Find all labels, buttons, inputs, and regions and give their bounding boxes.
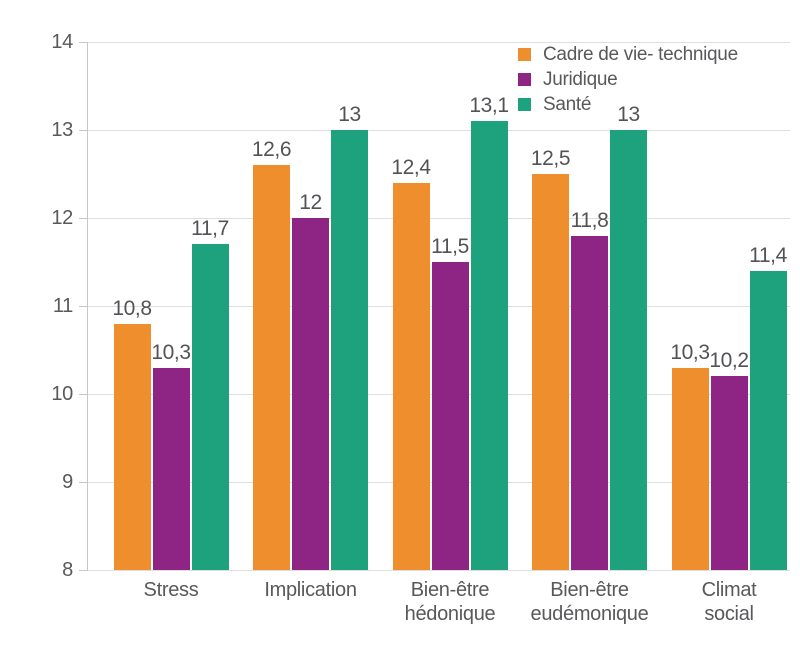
legend-swatch-icon [518,48,531,61]
bar-cadre-de-vie-technique-5 [671,368,709,570]
bar-slot: 12,4 [391,156,431,570]
bar-group-5: 10,3 10,2 11,4 [670,42,787,570]
bar-slot: 11,8 [571,209,609,570]
legend-label: Juridique [543,68,618,90]
bar-slot: 13 [610,103,647,570]
bar-value-label: 11,7 [191,217,229,240]
bar-sant--5 [749,271,787,570]
y-tick-mark-8 [79,570,88,571]
x-category-label-5: Climat social [701,579,757,625]
bar-value-label: 13,1 [469,94,509,117]
bar-value-label: 12,4 [391,156,431,179]
bar-value-label: 11,8 [570,209,609,232]
gridline-y-12 [88,218,790,219]
bar-slot: 10,3 [151,341,191,570]
bar-slot: 12,5 [531,147,571,570]
bar-cadre-de-vie-technique-1 [113,324,151,570]
bar-value-label: 12 [299,191,322,214]
gridline-y-8 [88,570,790,571]
bar-slot: 11,7 [191,217,229,570]
bar-value-label: 12,6 [251,138,292,161]
y-tick-mark-12 [79,218,88,219]
legend-swatch-icon [518,98,531,111]
bar-group-4: 12,5 11,8 13 [531,42,647,570]
bar-group-1: 10,8 10,3 11,7 [112,42,229,570]
y-tick-mark-13 [79,130,88,131]
bar-juridique-2 [292,218,329,570]
legend-item: Juridique [518,67,738,92]
bar-slot: 10,8 [112,297,152,570]
bar-value-label: 13 [338,103,361,126]
bar-value-label: 11,4 [749,244,787,267]
y-tick-label-8: 8 [62,559,73,581]
x-category-label-2: Implication [264,579,357,601]
legend-label: Santé [543,93,592,115]
bar-sant--2 [331,130,368,570]
bar-value-label: 10,3 [670,341,710,364]
y-tick-label-9: 9 [62,471,73,493]
x-category-label-3: Bien-être hédonique [404,579,496,625]
legend-label: Cadre de vie- technique [543,43,738,65]
bar-juridique-3 [431,262,469,570]
bar-juridique-5 [710,376,748,570]
bar-sant--3 [470,121,508,570]
gridline-y-14 [88,42,790,43]
bar-slot: 12 [292,191,329,570]
bar-slot: 11,5 [431,235,469,570]
bar-value-label: 10,2 [709,349,749,372]
bar-slot: 10,2 [709,349,749,570]
bar-slot: 13 [331,103,368,570]
x-category-label-4: Bien-être eudémonique [530,579,649,625]
y-tick-mark-14 [79,42,88,43]
legend-item: Cadre de vie- technique [518,42,738,67]
bar-group-2: 12,6 12 13 [252,42,368,570]
chart-legend: Cadre de vie- technique Juridique Santé [518,42,738,117]
bar-cadre-de-vie-technique-4 [532,174,569,570]
bar-value-label: 10,8 [112,297,152,320]
y-tick-label-10: 10 [51,383,73,405]
y-tick-mark-11 [79,306,88,307]
y-tick-label-11: 11 [52,295,73,317]
bar-cadre-de-vie-technique-3 [392,183,430,570]
bar-slot: 10,3 [670,341,710,570]
bar-sant--4 [610,130,647,570]
x-category-label-1: Stress [143,579,199,601]
bar-value-label: 11,5 [431,235,469,258]
bar-sant--1 [191,244,229,570]
bar-cadre-de-vie-technique-2 [253,165,290,570]
y-tick-mark-9 [79,482,88,483]
y-tick-mark-10 [79,394,88,395]
bar-slot: 11,4 [749,244,787,570]
y-tick-label-14: 14 [51,31,73,53]
y-tick-label-12: 12 [51,207,73,229]
bar-value-label: 10,3 [151,341,191,364]
bar-group-3: 12,4 11,5 13,1 [391,42,509,570]
bar-slot: 12,6 [252,138,292,570]
bar-slot: 13,1 [469,94,509,570]
legend-item: Santé [518,92,738,117]
plot-area: 10,8 10,3 11,7 12,6 12 13 12,4 11,5 13,1 12,5 11,8… [88,42,790,571]
bar-value-label: 12,5 [530,147,571,170]
bar-juridique-4 [571,236,608,570]
gridline-y-13 [88,130,790,131]
legend-swatch-icon [518,73,531,86]
y-tick-label-13: 13 [51,119,73,141]
bar-value-label: 13 [617,103,640,126]
bar-juridique-1 [152,368,190,570]
